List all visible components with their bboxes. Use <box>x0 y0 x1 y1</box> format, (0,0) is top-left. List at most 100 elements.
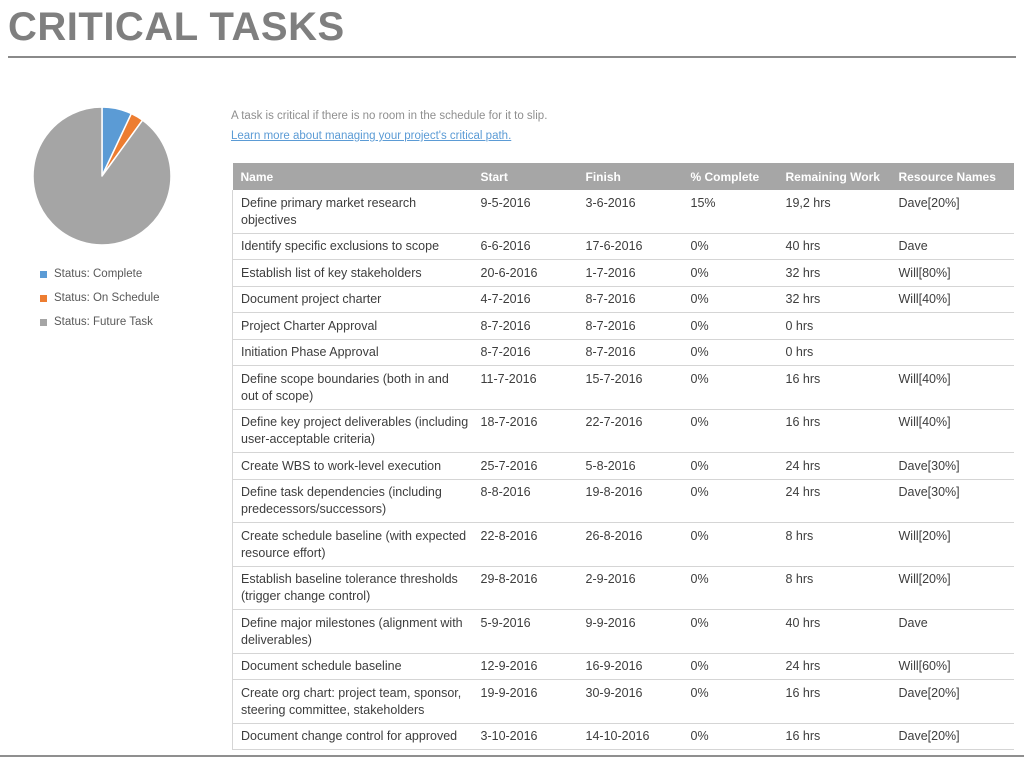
critical-tasks-table: Name Start Finish% Complete Remaining Work R… <box>232 163 1014 750</box>
cell: 8-7-2016 <box>577 339 683 366</box>
page-bottom-divider <box>0 755 1024 757</box>
cell: 0% <box>682 653 778 680</box>
table-row: Create org chart: project team, sponsor,… <box>232 679 1014 724</box>
table-row: Document schedule baseline 12-9-2016 16-9-… <box>232 653 1014 680</box>
cell: Project Charter Approval <box>232 312 473 340</box>
table-row: Define task dependencies (including pred… <box>232 479 1014 523</box>
cell: 0% <box>682 609 778 654</box>
cell: 12-9-2016 <box>472 653 578 680</box>
legend-item: Status: On Schedule <box>40 292 159 305</box>
cell: 0% <box>682 679 778 724</box>
cell: Document change control for approved <box>232 723 473 750</box>
cell: 30-9-2016 <box>577 679 683 724</box>
cell: 15% <box>682 190 778 234</box>
cell: Define major milestones (alignment with … <box>232 609 473 654</box>
cell: Will[20%] <box>890 522 1014 567</box>
cell: Will[40%] <box>890 409 1014 453</box>
cell: 0% <box>682 233 778 260</box>
cell: 16 hrs <box>777 679 891 724</box>
table-row: Initiation Phase Approval 8-7-2016 8-7-201… <box>232 339 1014 366</box>
column-header: % Complete <box>682 163 778 190</box>
cell: Will[40%] <box>890 365 1014 410</box>
table-row: Identify specific exclusions to scope 6-6… <box>232 233 1014 260</box>
cell: Dave[20%] <box>890 679 1014 724</box>
column-header: Remaining Work <box>777 163 891 190</box>
legend-item: Status: Future Task <box>40 316 159 329</box>
cell: Define task dependencies (including pred… <box>232 479 473 523</box>
column-header: Start <box>472 163 578 190</box>
cell: 0% <box>682 522 778 567</box>
cell: Identify specific exclusions to scope <box>232 233 473 260</box>
cell: 32 hrs <box>777 286 891 313</box>
cell: 24 hrs <box>777 653 891 680</box>
cell: 8-8-2016 <box>472 479 578 523</box>
cell: 6-6-2016 <box>472 233 578 260</box>
cell: 0 hrs <box>777 339 891 366</box>
legend-marker-icon <box>40 271 47 278</box>
cell: Initiation Phase Approval <box>232 339 473 366</box>
cell: 11-7-2016 <box>472 365 578 410</box>
cell: 0% <box>682 409 778 453</box>
learn-more-link[interactable]: Learn more about managing your project's… <box>231 130 512 142</box>
legend-label: Status: Future Task <box>54 316 153 328</box>
cell: Dave[20%] <box>890 190 1014 234</box>
critical-tasks-table-container: Name Start Finish% Complete Remaining Work R… <box>232 163 1014 755</box>
cell: 40 hrs <box>777 609 891 654</box>
cell: Define primary market research objective… <box>232 190 473 234</box>
cell: 20-6-2016 <box>472 259 578 287</box>
table-row: Establish baseline tolerance thresholds … <box>232 566 1014 610</box>
cell <box>890 312 1014 340</box>
legend-marker-icon <box>40 295 47 302</box>
cell: 0 hrs <box>777 312 891 340</box>
cell: Will[80%] <box>890 259 1014 287</box>
cell: 8 hrs <box>777 566 891 610</box>
cell: 40 hrs <box>777 233 891 260</box>
cell: Document schedule baseline <box>232 653 473 680</box>
cell: Will[40%] <box>890 286 1014 313</box>
cell: Create WBS to work-level execution <box>232 452 473 480</box>
cell: Dave <box>890 609 1014 654</box>
cell: 3-10-2016 <box>472 723 578 750</box>
cell: 8-7-2016 <box>577 312 683 340</box>
legend-item: Status: Complete <box>40 268 159 281</box>
cell: Dave[30%] <box>890 452 1014 480</box>
cell: 16-9-2016 <box>577 653 683 680</box>
legend-label: Status: Complete <box>54 268 143 280</box>
cell: Establish list of key stakeholders <box>232 259 473 287</box>
cell: 29-8-2016 <box>472 566 578 610</box>
cell: 0% <box>682 452 778 480</box>
table-header-row: Name Start Finish% Complete Remaining Work R… <box>232 163 1014 190</box>
title-divider <box>8 56 1016 58</box>
report-description: A task is critical if there is no room i… <box>231 110 548 122</box>
cell: 32 hrs <box>777 259 891 287</box>
cell: 0% <box>682 259 778 287</box>
cell: 25-7-2016 <box>472 452 578 480</box>
column-header: Resource Names <box>890 163 1014 190</box>
cell: 19-8-2016 <box>577 479 683 523</box>
column-header: Name <box>232 163 473 190</box>
table-row: Define primary market research objective… <box>232 190 1014 234</box>
cell: 4-7-2016 <box>472 286 578 313</box>
cell: 3-6-2016 <box>577 190 683 234</box>
cell: 26-8-2016 <box>577 522 683 567</box>
table-row: Create WBS to work-level execution 25-7-2… <box>232 452 1014 480</box>
legend-label: Status: On Schedule <box>54 292 160 304</box>
cell: 22-7-2016 <box>577 409 683 453</box>
cell: 24 hrs <box>777 479 891 523</box>
cell: 19-9-2016 <box>472 679 578 724</box>
cell: 17-6-2016 <box>577 233 683 260</box>
pie-chart <box>32 106 172 246</box>
cell: Establish baseline tolerance thresholds … <box>232 566 473 610</box>
cell: 24 hrs <box>777 452 891 480</box>
table-row: Define scope boundaries (both in and out… <box>232 365 1014 410</box>
cell: Define key project deliverables (includi… <box>232 409 473 453</box>
table-row: Project Charter Approval 8-7-2016 8-7-2016… <box>232 312 1014 340</box>
page-title: CRITICAL TASKS <box>8 5 345 49</box>
cell: 5-8-2016 <box>577 452 683 480</box>
cell: 1-7-2016 <box>577 259 683 287</box>
cell: 0% <box>682 365 778 410</box>
cell: 5-9-2016 <box>472 609 578 654</box>
cell: 22-8-2016 <box>472 522 578 567</box>
cell: Document project charter <box>232 286 473 313</box>
legend-marker-icon <box>40 319 47 326</box>
